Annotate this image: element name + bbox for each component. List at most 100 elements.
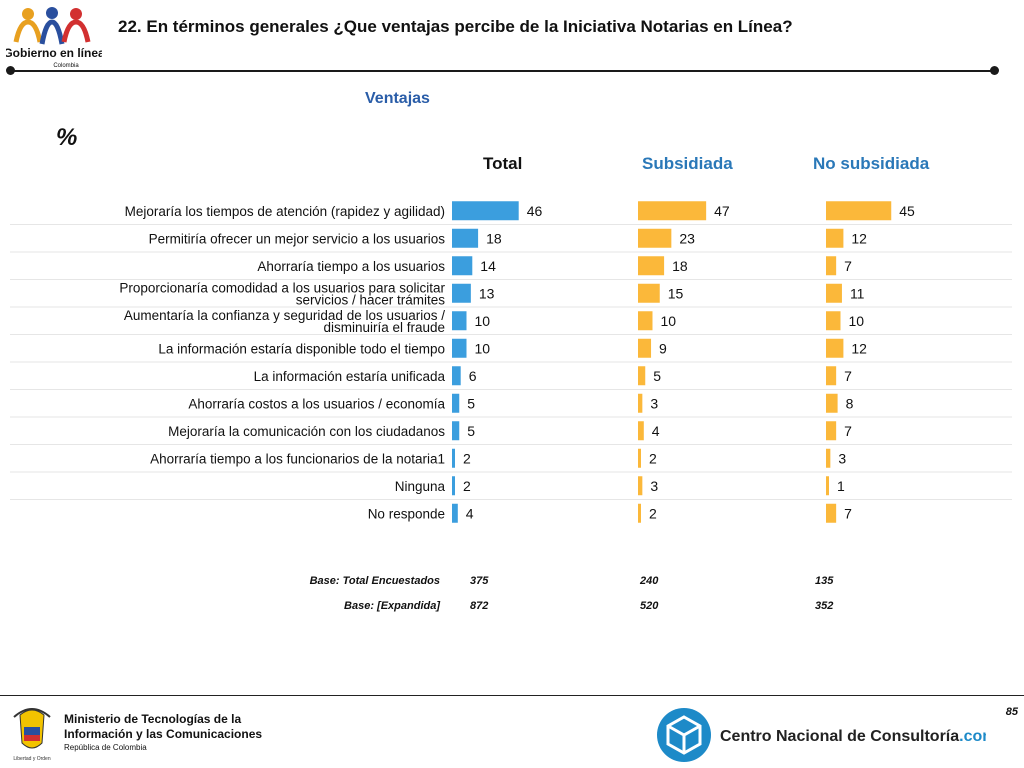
category-label: Permitiría ofrecer un mejor servicio a l… bbox=[149, 231, 446, 246]
column-header-subsidiada: Subsidiada bbox=[642, 154, 733, 173]
ministry-line-1: Ministerio de Tecnologías de la bbox=[64, 712, 241, 726]
data-label: 12 bbox=[851, 230, 867, 246]
bar bbox=[638, 421, 644, 441]
bar bbox=[826, 338, 844, 358]
data-label: 2 bbox=[463, 450, 471, 466]
category-label: Mejoraría los tiempos de atención (rapid… bbox=[125, 204, 445, 219]
header-divider bbox=[10, 70, 995, 72]
data-label: 5 bbox=[467, 423, 475, 439]
bar bbox=[638, 311, 653, 331]
category-label: La información estaría disponible todo e… bbox=[158, 341, 445, 356]
colombia-coat-of-arms-icon bbox=[13, 708, 51, 749]
data-label: 3 bbox=[650, 395, 658, 411]
data-label: 18 bbox=[486, 230, 502, 246]
category-label: No responde bbox=[368, 506, 445, 521]
category-label: Ahorraría tiempo a los funcionarios de l… bbox=[150, 451, 445, 466]
data-label: 15 bbox=[668, 285, 684, 301]
ministry-line-3: República de Colombia bbox=[64, 743, 147, 752]
bar bbox=[638, 256, 665, 276]
bar bbox=[452, 393, 460, 413]
ministry-line-2: Información y las Comunicaciones bbox=[64, 727, 262, 741]
data-label: 7 bbox=[844, 505, 852, 521]
base-label-expandida: Base: [Expandida] bbox=[344, 600, 440, 612]
data-label: 46 bbox=[527, 203, 543, 219]
base-value-subsidiada: 240 bbox=[640, 575, 659, 587]
category-label: Proporcionaría comodidad a los usuarios … bbox=[119, 280, 445, 307]
people-figures-icon bbox=[13, 7, 91, 45]
data-label: 2 bbox=[649, 450, 657, 466]
data-label: 7 bbox=[844, 423, 852, 439]
data-label: 3 bbox=[650, 478, 658, 494]
bar bbox=[452, 448, 455, 468]
bar bbox=[826, 256, 837, 276]
data-label: 10 bbox=[661, 313, 677, 329]
base-value-no-subsidiada: 135 bbox=[815, 575, 834, 587]
bar bbox=[826, 448, 831, 468]
divider-dot-left bbox=[6, 66, 15, 75]
bar bbox=[452, 201, 519, 221]
data-label: 1 bbox=[837, 478, 845, 494]
chart-subtitle: Ventajas bbox=[365, 90, 430, 107]
base-label-total: Base: Total Encuestados bbox=[309, 575, 440, 587]
bar bbox=[452, 366, 461, 386]
data-label: 5 bbox=[653, 368, 661, 384]
data-label: 4 bbox=[466, 505, 474, 521]
bar bbox=[638, 393, 643, 413]
bar bbox=[638, 338, 652, 358]
data-label: 23 bbox=[679, 230, 695, 246]
data-label: 10 bbox=[475, 313, 491, 329]
unit-label: % bbox=[56, 124, 78, 151]
bar bbox=[452, 256, 473, 276]
category-label: Aumentaría la confianza y seguridad de l… bbox=[124, 308, 445, 335]
data-label: 45 bbox=[899, 203, 915, 219]
bar bbox=[638, 503, 641, 523]
bar bbox=[452, 311, 467, 331]
bar bbox=[452, 283, 471, 303]
data-label: 11 bbox=[850, 285, 865, 301]
data-label: 13 bbox=[479, 285, 495, 301]
bar bbox=[638, 366, 646, 386]
bar bbox=[638, 228, 672, 248]
bar bbox=[826, 421, 837, 441]
bar bbox=[826, 366, 837, 386]
seal-caption: Libertad y Orden bbox=[13, 756, 50, 762]
data-label: 7 bbox=[844, 368, 852, 384]
data-label: 10 bbox=[475, 340, 491, 356]
data-label: 2 bbox=[463, 478, 471, 494]
bar bbox=[638, 448, 641, 468]
base-value-total: 375 bbox=[470, 575, 489, 587]
bar bbox=[638, 476, 643, 496]
divider-dot-right bbox=[990, 66, 999, 75]
bar bbox=[452, 228, 479, 248]
bar bbox=[826, 503, 837, 523]
data-label: 47 bbox=[714, 203, 730, 219]
cnc-suffix: .com bbox=[959, 728, 986, 745]
data-label: 2 bbox=[649, 505, 657, 521]
cnc-cube-icon bbox=[657, 708, 711, 762]
bar bbox=[638, 201, 707, 221]
bar bbox=[826, 476, 829, 496]
logo-subtext: Colombia bbox=[53, 63, 79, 69]
bar bbox=[826, 311, 841, 331]
data-label: 4 bbox=[652, 423, 660, 439]
category-label: Ahorraría costos a los usuarios / econom… bbox=[188, 396, 445, 411]
data-label: 14 bbox=[480, 258, 496, 274]
bar bbox=[638, 283, 660, 303]
gobierno-en-linea-logo: Gobierno en línea Colombia bbox=[6, 7, 102, 69]
bar bbox=[452, 338, 467, 358]
bar bbox=[452, 476, 455, 496]
data-label: 6 bbox=[469, 368, 477, 384]
bar bbox=[452, 421, 460, 441]
data-label: 8 bbox=[846, 395, 854, 411]
category-label: Mejoraría la comunicación con los ciudad… bbox=[168, 424, 445, 439]
base-expandida-subsidiada: 520 bbox=[640, 600, 659, 612]
data-label: 9 bbox=[659, 340, 667, 356]
bar bbox=[826, 393, 838, 413]
column-header-total: Total bbox=[483, 154, 523, 173]
bar bbox=[826, 283, 842, 303]
ministry-logo: Libertad y Orden Ministerio de Tecnologí… bbox=[13, 708, 262, 762]
footer-divider bbox=[0, 695, 1024, 696]
data-label: 5 bbox=[467, 395, 475, 411]
logo-text: Gobierno en línea bbox=[6, 46, 102, 60]
cnc-logo: Centro Nacional de Consultoría.com bbox=[657, 708, 986, 762]
